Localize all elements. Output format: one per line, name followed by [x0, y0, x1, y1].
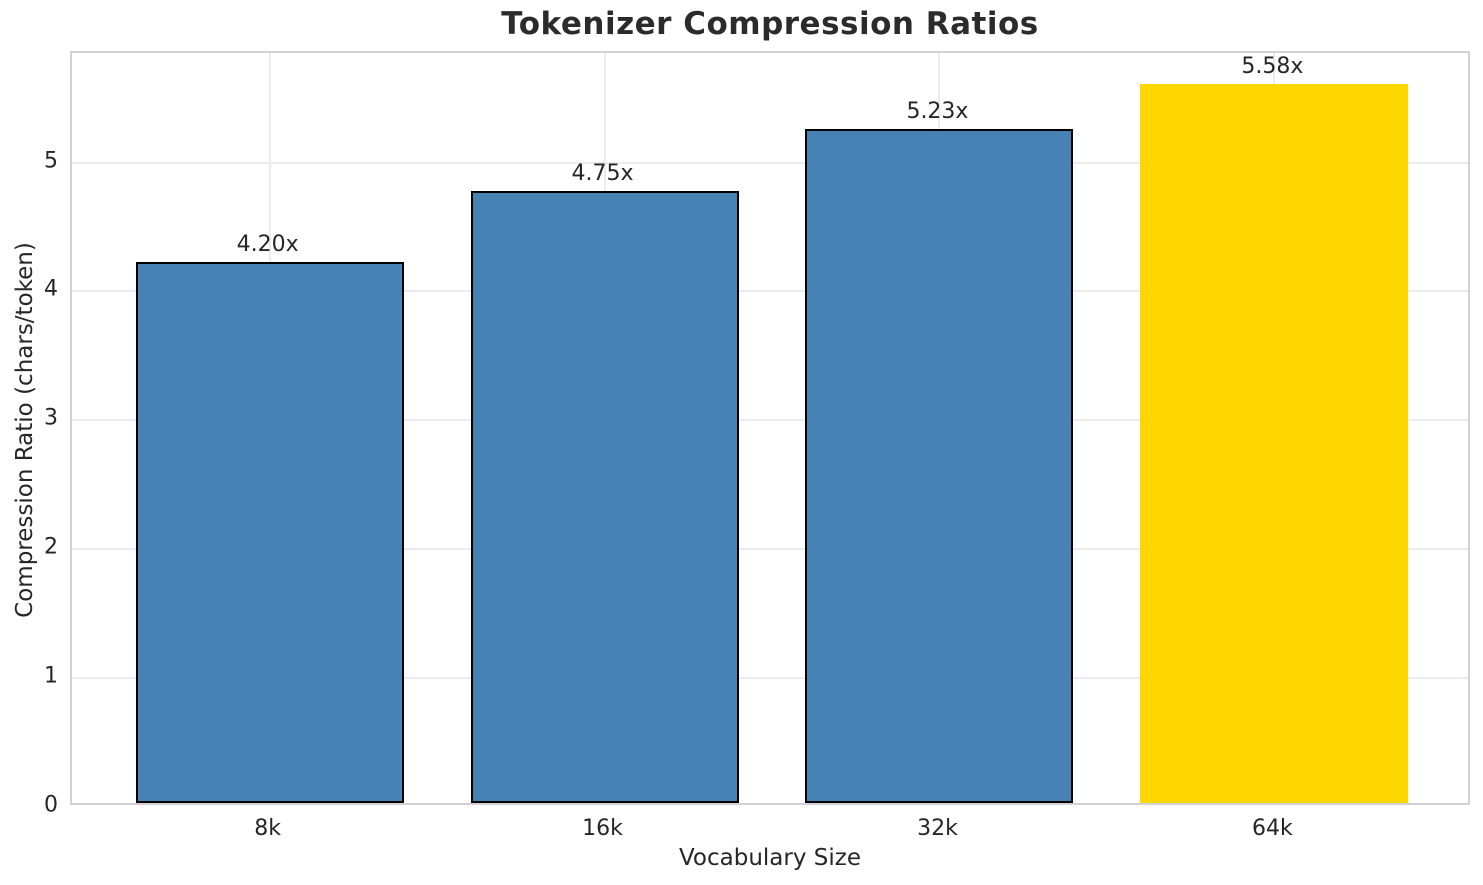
bar-value-label: 4.75x	[571, 160, 634, 186]
x-tick-label: 16k	[582, 816, 623, 841]
gridline-h	[72, 677, 1468, 680]
plot-area	[70, 51, 1470, 805]
bar-value-label: 5.23x	[906, 98, 969, 124]
x-tick-label: 32k	[917, 816, 958, 841]
y-tick-label: 3	[44, 405, 58, 431]
y-tick-label: 1	[44, 663, 58, 689]
bar-8k	[135, 261, 404, 803]
bar-64k	[1140, 83, 1409, 803]
gridline-h	[72, 419, 1468, 422]
gridline-h	[72, 290, 1468, 293]
bar-value-label: 5.58x	[1241, 53, 1304, 79]
x-axis-label: Vocabulary Size	[678, 845, 861, 871]
x-tick-label: 64k	[1252, 816, 1293, 841]
bar-32k	[805, 128, 1074, 803]
x-tick-label: 8k	[254, 816, 281, 841]
y-tick-label: 4	[44, 276, 58, 302]
gridline-h	[72, 548, 1468, 551]
y-tick-label: 5	[44, 148, 58, 174]
bar-value-label: 4.20x	[236, 231, 299, 257]
bar-16k	[470, 190, 739, 803]
y-tick-label: 2	[44, 534, 58, 560]
y-tick-label: 0	[44, 792, 58, 818]
chart-title: Tokenizer Compression Ratios	[501, 6, 1039, 42]
gridline-h	[72, 161, 1468, 164]
